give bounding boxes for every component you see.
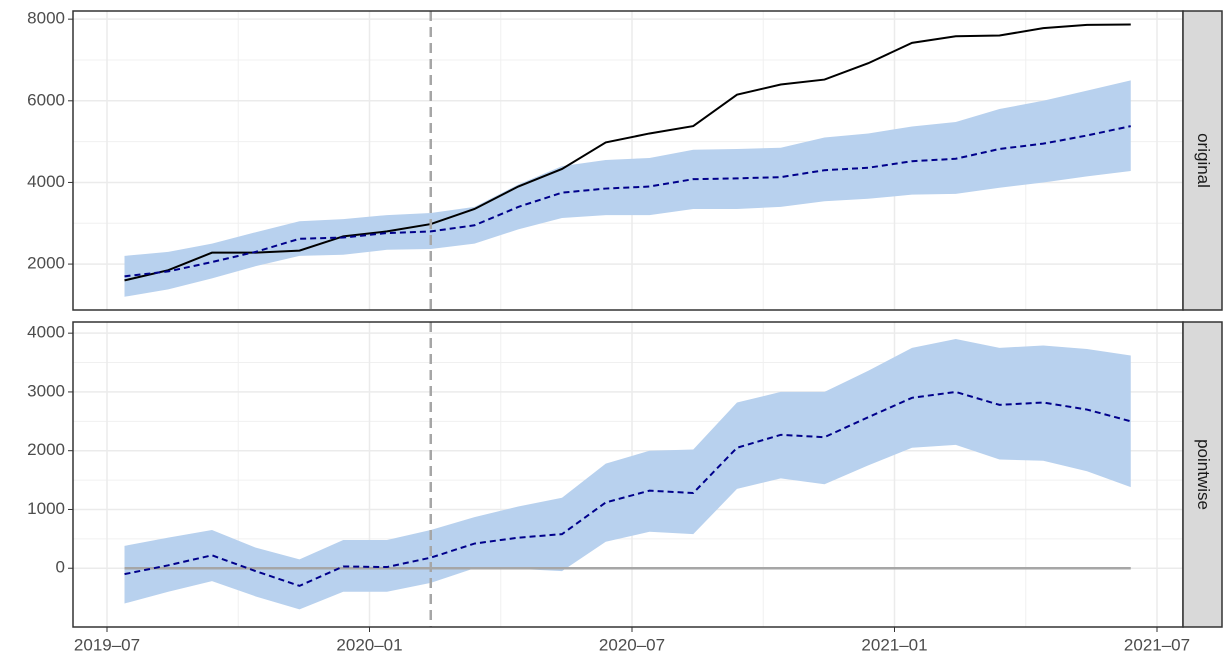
series-line	[124, 23, 1131, 282]
strip	[1182, 321, 1223, 628]
strip	[1182, 10, 1223, 311]
y-tick-label: 1000	[27, 499, 65, 518]
strip-label: original	[1194, 133, 1213, 188]
y-tick-label: 2000	[27, 440, 65, 459]
interval-band	[124, 339, 1131, 610]
y-tick-label: 4000	[27, 172, 65, 191]
x-tick-label: 2020–01	[336, 635, 402, 654]
series-line	[124, 390, 1132, 587]
y-tick-label: 6000	[27, 90, 65, 109]
series-line	[124, 125, 1131, 278]
y-tick-label: 4000	[27, 323, 65, 342]
y-tick-label: 2000	[27, 254, 65, 273]
y-tick-label: 8000	[27, 9, 65, 28]
y-tick-label: 3000	[27, 381, 65, 400]
x-tick-label: 2019–07	[74, 635, 140, 654]
y-tick-label: 0	[56, 558, 65, 577]
x-tick-label: 2020–07	[599, 635, 665, 654]
interval-band	[124, 80, 1131, 297]
x-tick-label: 2021–07	[1124, 635, 1190, 654]
x-tick-label: 2021–01	[861, 635, 927, 654]
strip-label: pointwise	[1194, 439, 1213, 510]
